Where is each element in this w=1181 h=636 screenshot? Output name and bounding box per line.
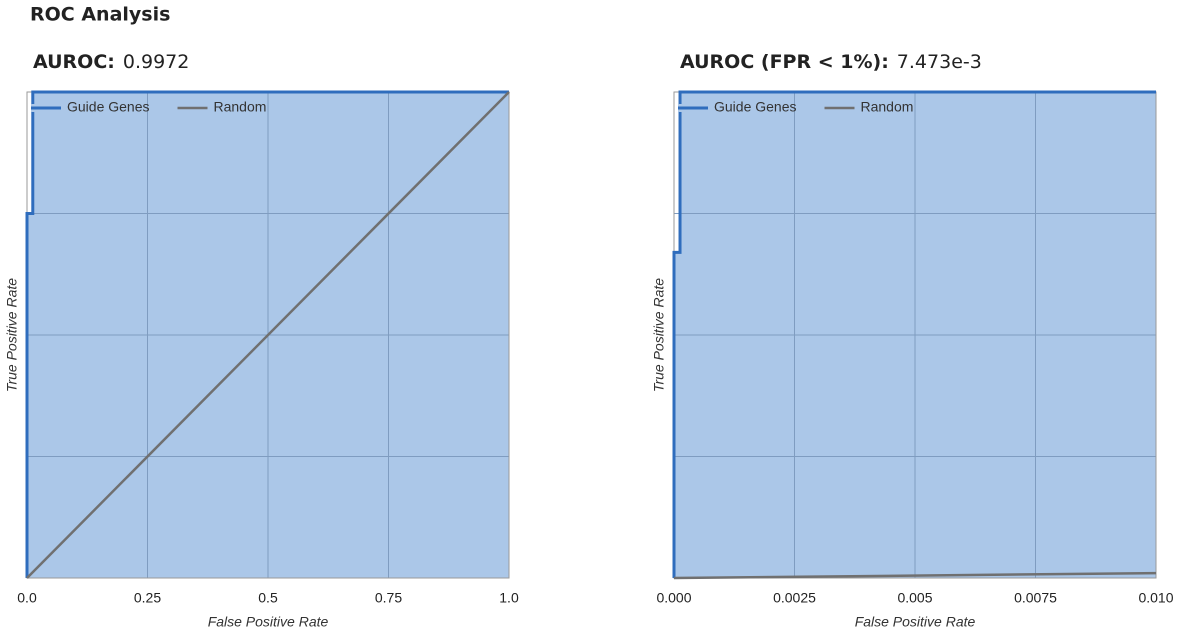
x-tick-label: 0.75 <box>375 590 402 606</box>
legend-label: Random <box>214 99 267 115</box>
legend-label: Guide Genes <box>714 99 797 115</box>
x-tick-label: 0.25 <box>134 590 161 606</box>
line <box>25 90 509 578</box>
x-tick-label: 0.5 <box>258 590 278 606</box>
x-tick-label: 0.0025 <box>773 590 816 606</box>
x-tick-label: 0.0 <box>17 590 37 606</box>
line <box>26 91 510 579</box>
x-tick-label: 0.0075 <box>1014 590 1057 606</box>
x-tick-label: 0.000 <box>656 590 691 606</box>
legend-label: Random <box>861 99 914 115</box>
legend-label: Guide Genes <box>67 99 150 115</box>
chart-title-label: AUROC (FPR < 1%): <box>680 51 889 73</box>
chart-title-value: 0.9972 <box>123 51 189 73</box>
line <box>672 90 1156 578</box>
chart-title: AUROC (FPR < 1%): 7.473e-3 <box>680 51 982 73</box>
x-axis-label: False Positive Rate <box>855 614 976 630</box>
chart-title: AUROC: 0.9972 <box>33 51 189 73</box>
x-tick-label: 0.005 <box>897 590 932 606</box>
y-axis-label: True Positive Rate <box>4 278 20 392</box>
chart-title-value: 7.473e-3 <box>897 51 982 73</box>
x-tick-label: 0.010 <box>1138 590 1173 606</box>
page-title: ROC Analysis <box>30 4 170 26</box>
y-axis-label: True Positive Rate <box>651 278 667 392</box>
line <box>673 571 1157 580</box>
chart-title-label: AUROC: <box>33 51 115 73</box>
x-axis-label: False Positive Rate <box>208 614 329 630</box>
x-tick-label: 1.0 <box>499 590 519 606</box>
